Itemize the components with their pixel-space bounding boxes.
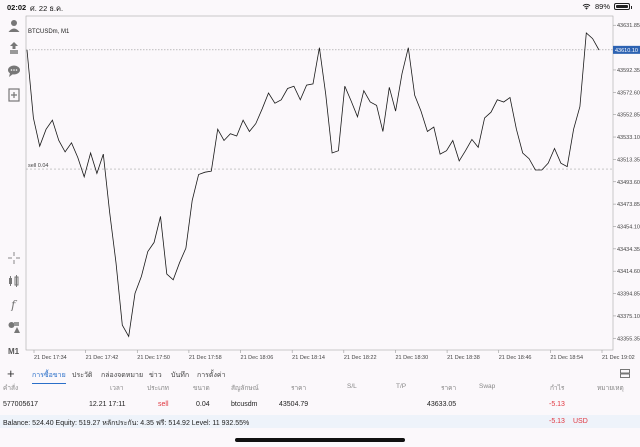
table-row[interactable]: 577005617 12.21 17:11 sell 0.04 btcusdm … [0, 401, 640, 411]
x-tick-label: 21 Dec 19:02 [602, 355, 635, 361]
timeframe-button[interactable]: M1 [7, 347, 20, 356]
indicators-icon[interactable] [6, 273, 21, 288]
x-tick-label: 21 Dec 17:42 [86, 355, 119, 361]
chart-symbol-label: BTCUSDm, M1 [28, 29, 70, 35]
price-chart[interactable]: 43631.85 43592.35 43572.60 43552.85 43533.10… [0, 14, 640, 366]
x-tick-label: 21 Dec 17:34 [34, 355, 67, 361]
tab-journal[interactable]: บันทึก [171, 372, 190, 379]
col-order: คำสั่ง [3, 385, 19, 392]
wifi-icon [582, 3, 591, 10]
status-time: 02:02 [7, 3, 27, 12]
balance-bar: Balance: 524.40 Equity: 519.27 หลักประกั… [0, 415, 640, 428]
col-tp: T/P [396, 383, 407, 390]
order-size: 0.04 [196, 401, 210, 408]
y-tick-label: 43592.35 [617, 68, 640, 74]
collapse-panel-icon[interactable] [620, 369, 630, 378]
y-tick-label: 43414.60 [617, 269, 640, 275]
x-tick-label: 21 Dec 18:22 [344, 355, 377, 361]
tab-news[interactable]: ข่าว [149, 372, 162, 379]
battery-icon [614, 3, 632, 10]
col-profit: กำไร [550, 385, 565, 392]
home-indicator [235, 438, 405, 442]
status-bar: 02:02 ศ. 22 ธ.ค. 89% [0, 0, 640, 14]
order-current-price: 43633.05 [427, 401, 457, 408]
new-chart-icon[interactable] [6, 87, 21, 102]
price-line [26, 32, 600, 338]
y-tick-label: 43394.85 [617, 292, 640, 298]
x-tick-label: 21 Dec 17:50 [137, 355, 170, 361]
order-time: 12.21 17:11 [89, 401, 126, 408]
y-tick-label: 43355.35 [617, 336, 640, 342]
x-tick-label: 21 Dec 18:14 [292, 355, 325, 361]
order-type: sell [158, 401, 169, 408]
balance-summary: Balance: 524.40 Equity: 519.27 หลักประกั… [3, 420, 250, 427]
y-tick-label: 43375.10 [617, 314, 640, 320]
col-size: ขนาด [193, 385, 210, 392]
bottom-tabs: + การซื้อขาย ประวัติ กล่องจดหมาย ข่าว บั… [0, 366, 640, 384]
y-tick-label: 43572.60 [617, 90, 640, 96]
add-icon[interactable]: + [7, 366, 15, 381]
col-price: ราคา [291, 385, 307, 392]
position-line-label: sell 0.04 [28, 163, 49, 169]
tab-history[interactable]: ประวัติ [72, 372, 93, 379]
col-time: เวลา [110, 385, 124, 392]
order-profit: -5.13 [549, 401, 565, 408]
crosshair-icon[interactable] [6, 250, 21, 265]
tab-settings[interactable]: การตั้งค่า [197, 372, 226, 379]
tab-trade[interactable]: การซื้อขาย [32, 372, 66, 384]
balance-total-profit: -5.13 [549, 418, 565, 425]
col-sl: S/L [347, 383, 357, 390]
balance-currency: USD [573, 418, 588, 425]
y-tick-label: 43513.35 [617, 157, 640, 163]
left-toolbar: f M1 [0, 14, 26, 359]
x-tick-label: 21 Dec 18:46 [499, 355, 532, 361]
x-tick-label: 21 Dec 18:06 [241, 355, 274, 361]
col-symbol: สัญลักษณ์ [231, 385, 259, 392]
y-tick-label: 43533.10 [617, 135, 640, 141]
objects-icon[interactable] [6, 319, 21, 334]
col-type: ประเภท [147, 385, 169, 392]
x-tick-label: 21 Dec 18:54 [550, 355, 583, 361]
tab-mailbox[interactable]: กล่องจดหมาย [101, 372, 144, 379]
col-current-price: ราคา [441, 385, 457, 392]
person-icon[interactable] [6, 18, 21, 33]
col-comment: หมายเหตุ [597, 385, 624, 392]
y-tick-label: 43473.85 [617, 202, 640, 208]
svg-text:f: f [10, 298, 18, 311]
function-icon[interactable]: f [6, 296, 21, 311]
order-open-price: 43504.79 [279, 401, 309, 408]
chat-icon[interactable] [6, 63, 21, 78]
trade-icon[interactable] [6, 40, 21, 55]
battery-percent: 89% [594, 2, 610, 11]
status-right: 89% [582, 2, 632, 11]
x-tick-label: 21 Dec 18:30 [395, 355, 428, 361]
y-tick-label: 43552.85 [617, 113, 640, 119]
current-price-badge [613, 45, 640, 54]
order-ticket: 577005617 [3, 401, 39, 408]
x-tick-label: 21 Dec 17:58 [189, 355, 222, 361]
y-tick-label: 43434.35 [617, 247, 640, 253]
chart-area[interactable]: 43631.85 43592.35 43572.60 43552.85 43533.10… [0, 14, 640, 366]
plot-border [25, 15, 614, 351]
status-date: ศ. 22 ธ.ค. [30, 4, 64, 13]
y-tick-label: 43493.60 [617, 180, 640, 186]
y-tick-label: 43631.85 [617, 23, 640, 29]
y-tick-label: 43454.10 [617, 224, 640, 230]
x-tick-label: 21 Dec 18:38 [447, 355, 480, 361]
col-swap: Swap [479, 383, 496, 390]
order-symbol: btcusdm [231, 401, 258, 408]
current-price-label: 43610.10 [615, 48, 638, 54]
orders-table-header: คำสั่ง เวลา ประเภท ขนาด สัญลักษณ์ ราคา S… [0, 383, 640, 393]
